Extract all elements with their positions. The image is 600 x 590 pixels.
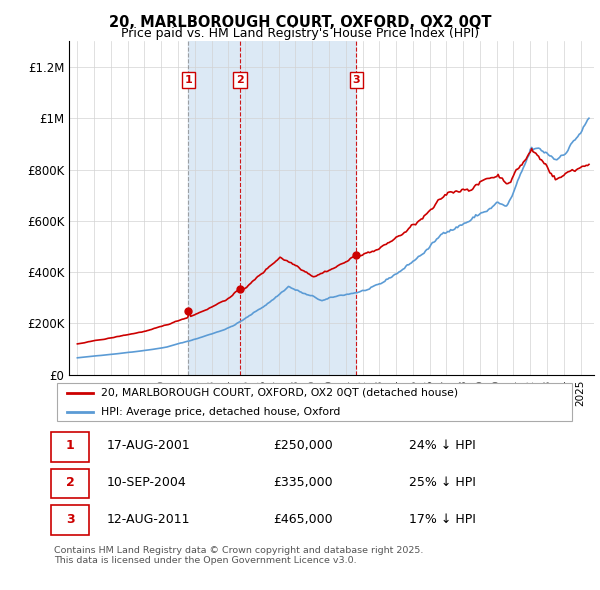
Text: 24% ↓ HPI: 24% ↓ HPI	[409, 439, 476, 452]
Text: £250,000: £250,000	[273, 439, 333, 452]
Text: 1: 1	[185, 75, 192, 85]
Text: 17-AUG-2001: 17-AUG-2001	[106, 439, 190, 452]
Text: 25% ↓ HPI: 25% ↓ HPI	[409, 476, 476, 489]
Bar	[188, 41, 240, 375]
Text: £465,000: £465,000	[273, 513, 333, 526]
Text: £335,000: £335,000	[273, 476, 333, 489]
Text: 1: 1	[66, 439, 74, 452]
FancyBboxPatch shape	[52, 468, 89, 499]
Text: 20, MARLBOROUGH COURT, OXFORD, OX2 0QT (detached house): 20, MARLBOROUGH COURT, OXFORD, OX2 0QT (…	[101, 388, 458, 398]
Text: 10-SEP-2004: 10-SEP-2004	[106, 476, 186, 489]
Text: 3: 3	[66, 513, 74, 526]
Text: 3: 3	[352, 75, 360, 85]
Text: 17% ↓ HPI: 17% ↓ HPI	[409, 513, 476, 526]
Text: 12-AUG-2011: 12-AUG-2011	[106, 513, 190, 526]
FancyBboxPatch shape	[56, 382, 572, 421]
Text: 20, MARLBOROUGH COURT, OXFORD, OX2 0QT: 20, MARLBOROUGH COURT, OXFORD, OX2 0QT	[109, 15, 491, 30]
FancyBboxPatch shape	[52, 505, 89, 535]
Bar	[240, 41, 356, 375]
Text: HPI: Average price, detached house, Oxford: HPI: Average price, detached house, Oxfo…	[101, 407, 340, 417]
Text: Price paid vs. HM Land Registry's House Price Index (HPI): Price paid vs. HM Land Registry's House …	[121, 27, 479, 40]
Text: 2: 2	[236, 75, 244, 85]
FancyBboxPatch shape	[52, 432, 89, 461]
Text: 2: 2	[66, 476, 74, 489]
Text: Contains HM Land Registry data © Crown copyright and database right 2025.
This d: Contains HM Land Registry data © Crown c…	[54, 546, 424, 565]
